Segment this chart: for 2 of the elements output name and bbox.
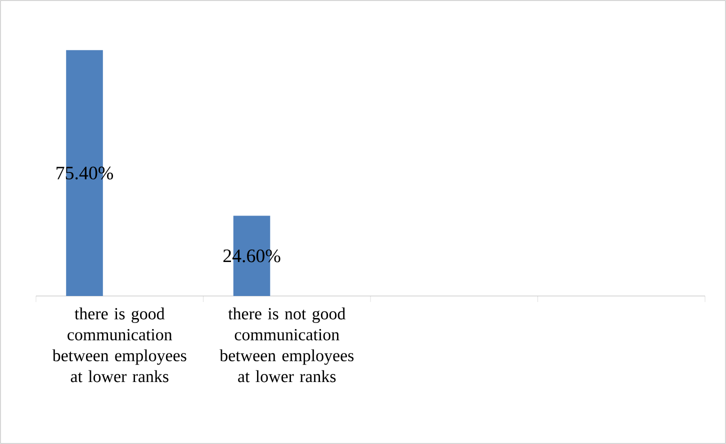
x-tick-label: there is good communication between employees at lower ranks	[52, 308, 186, 382]
x-tick-label: there is not good communication between employees at lower ranks	[220, 308, 354, 382]
